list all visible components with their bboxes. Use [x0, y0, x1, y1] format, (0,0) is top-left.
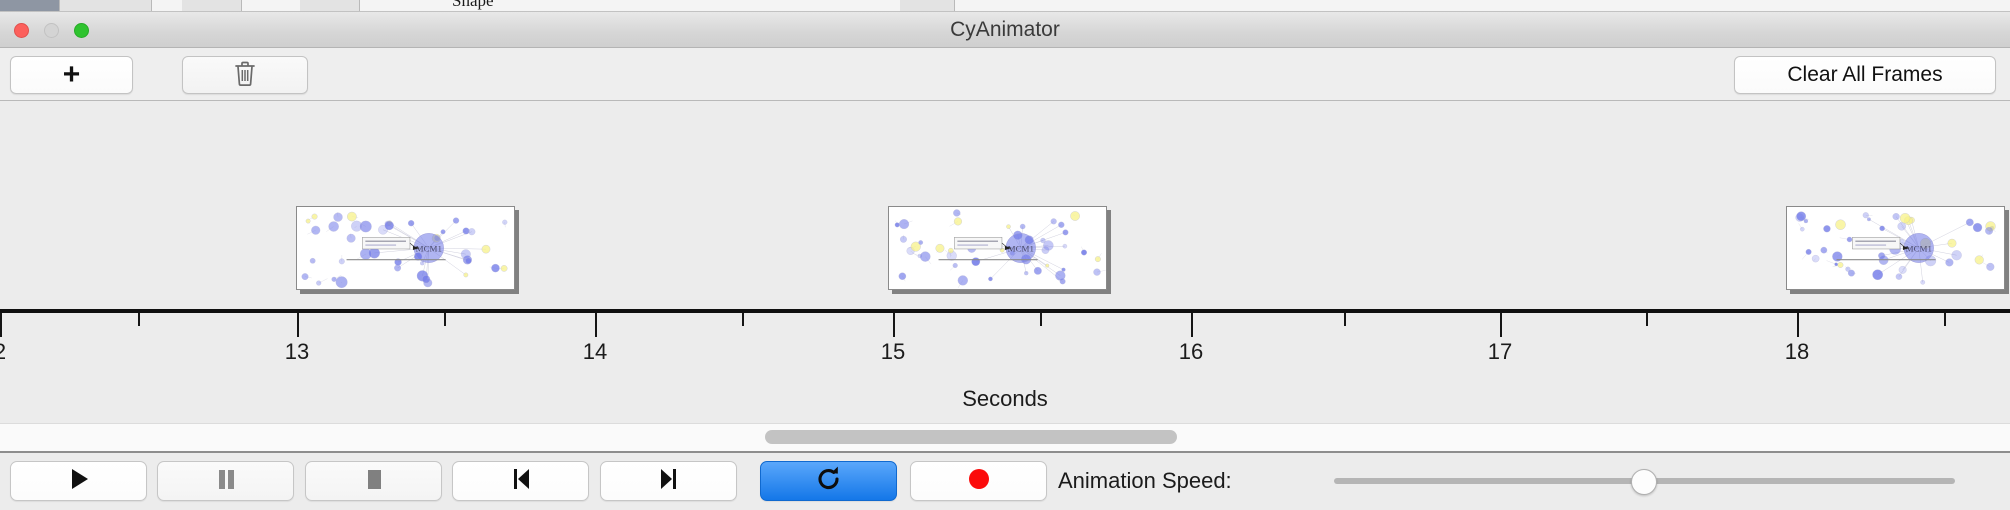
ruler-tick-label: 2	[0, 339, 6, 365]
cyanimator-window: CyAnimator + Clear All Frames MCM1	[0, 12, 2010, 510]
animation-speed-slider[interactable]	[1334, 453, 1955, 509]
frame-thumbnail-3[interactable]: MCM1	[1786, 206, 2005, 290]
play-button[interactable]	[10, 461, 147, 501]
pause-button[interactable]	[157, 461, 294, 501]
ruler-tick-label: 13	[284, 339, 310, 364]
skip-to-start-button[interactable]	[452, 461, 589, 501]
add-frame-button[interactable]: +	[10, 56, 133, 94]
loop-button[interactable]	[760, 461, 897, 501]
ruler-tick-label: 17	[1487, 339, 1513, 364]
trash-icon	[232, 59, 258, 92]
bg-chip	[900, 0, 955, 11]
title-bar: CyAnimator	[0, 12, 2010, 48]
clear-all-frames-label: Clear All Frames	[1787, 63, 1943, 86]
ruler-tick-minor	[1646, 313, 1648, 326]
minimize-button[interactable]	[44, 23, 59, 38]
playback-toolbar: Animation Speed:	[0, 453, 2010, 509]
ruler-tick-major	[1797, 313, 1799, 337]
maximize-button[interactable]	[74, 23, 89, 38]
stop-button[interactable]	[305, 461, 442, 501]
timeline-ruler[interactable]: 2 13 14 15 16 17 18	[0, 309, 2010, 389]
ruler-tick-label: 16	[1178, 339, 1204, 364]
record-icon	[966, 466, 992, 497]
animation-speed-label: Animation Speed:	[1058, 468, 1232, 493]
close-button[interactable]	[14, 23, 29, 38]
svg-text:MCM1: MCM1	[1008, 243, 1034, 253]
bg-window-label: Shape	[452, 0, 494, 10]
ruler-tick-minor	[1344, 313, 1346, 326]
play-icon	[66, 465, 92, 498]
animation-speed-thumb[interactable]	[1631, 469, 1657, 495]
pause-icon	[213, 465, 239, 498]
ruler-tick-minor	[742, 313, 744, 326]
ruler-tick-major	[1191, 313, 1193, 337]
ruler-tick-label: 14	[582, 339, 608, 364]
ruler-tick-minor	[1944, 313, 1946, 326]
ruler-tick-major	[297, 313, 299, 337]
background-window-sliver: Shape	[0, 0, 2010, 12]
ruler-tick-label: 15	[880, 339, 906, 364]
timeline-panel[interactable]: MCM1 MCM1 MCM1	[0, 101, 2010, 423]
skip-backward-icon	[508, 465, 534, 498]
ruler-baseline	[0, 309, 2010, 313]
loop-icon	[815, 465, 843, 498]
bg-chip	[60, 0, 152, 11]
ruler-tick-major	[1500, 313, 1502, 337]
ruler-tick-major	[893, 313, 895, 337]
timeline-scrollbar-thumb[interactable]	[765, 430, 1177, 444]
stop-icon	[361, 465, 387, 498]
bg-chip	[300, 0, 360, 11]
frame-toolbar: + Clear All Frames	[0, 48, 2010, 101]
ruler-tick-label: 18	[1784, 339, 1810, 364]
frame-thumbnail-1[interactable]: MCM1	[296, 206, 515, 290]
timeline-scrollbar[interactable]	[0, 423, 2010, 453]
bg-chip	[0, 0, 60, 11]
record-button[interactable]	[910, 461, 1047, 501]
ruler-tick-minor	[1040, 313, 1042, 326]
skip-to-end-button[interactable]	[600, 461, 737, 501]
plus-icon: +	[62, 58, 81, 91]
ruler-tick-minor	[138, 313, 140, 326]
skip-forward-icon	[656, 465, 682, 498]
window-title: CyAnimator	[950, 18, 1060, 41]
frames-area[interactable]: MCM1 MCM1 MCM1	[0, 101, 2010, 309]
bg-chip	[182, 0, 242, 11]
svg-text:MCM1: MCM1	[1906, 243, 1932, 253]
svg-text:MCM1: MCM1	[416, 243, 442, 253]
ruler-tick-minor	[444, 313, 446, 326]
ruler-tick-major	[595, 313, 597, 337]
ruler-tick-major	[0, 313, 2, 337]
frame-thumbnail-2[interactable]: MCM1	[888, 206, 1107, 290]
axis-label-seconds: Seconds	[962, 386, 1048, 411]
clear-all-frames-button[interactable]: Clear All Frames	[1734, 56, 1996, 94]
delete-frame-button[interactable]	[182, 56, 308, 94]
